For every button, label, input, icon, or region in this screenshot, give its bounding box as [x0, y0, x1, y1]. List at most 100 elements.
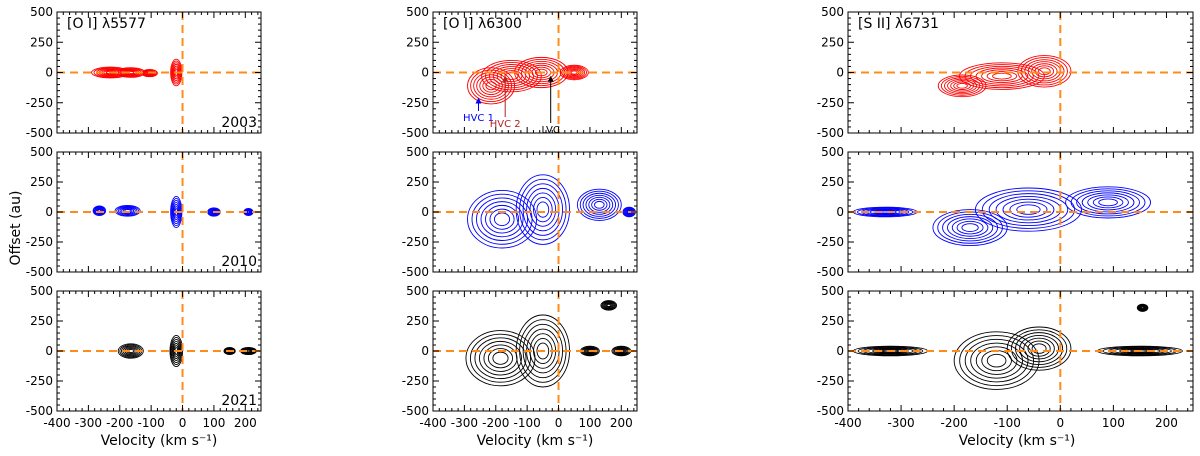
panel-r2-c3-ytick-label: -500 [817, 265, 844, 279]
panel-r2-c2-ytick-label: -500 [402, 265, 429, 279]
panel-r3-c3-contour-3-2 [857, 346, 924, 356]
panel-r2-c2-ytick-label: -250 [402, 235, 429, 249]
panel-r2-c2-contour-2-6 [533, 196, 553, 223]
panel-r3-c3-contour-2-4 [1019, 334, 1059, 363]
panel-r3-c3-emission [852, 303, 1183, 390]
panel-r3-c3-ytick-label: -500 [817, 404, 844, 418]
panel-r3-c3-contour-2-5 [1023, 337, 1055, 360]
panel-r3-c3-contour-2-2 [1010, 329, 1068, 368]
panel-r3-c2-xtick-label: -300 [451, 416, 478, 430]
panel-r1-c2-contour-3-7 [534, 68, 548, 77]
line-label-2: [O I] λ6300 [443, 16, 522, 32]
panel-r1-c3-contour-2-1 [959, 62, 1045, 90]
panel-r2-c2-contour-2-5 [529, 192, 557, 227]
panel-r2-c1-contour-1-3 [94, 206, 105, 215]
panel-r2-c1-contour-1-1 [92, 205, 107, 217]
panel-r3-c1-xtick-label: 0 [179, 416, 187, 430]
panel-r1-c2-ytick-label: 250 [406, 35, 429, 49]
panel-r1-c1-ytick-label: -500 [26, 126, 53, 140]
panel-r2-c2-ytick-label: 250 [406, 175, 429, 189]
panel-r1-c2-contour-1-4 [476, 74, 506, 98]
panel-r2-c1-contour-2-1 [114, 204, 141, 217]
panel-r3-c3-contour-2-3 [1015, 332, 1064, 366]
panel-r3-c1-xtick-label: -100 [138, 416, 165, 430]
panel-r3-c2-xtick-label: 200 [610, 416, 633, 430]
panel-r3-c1-ytick-label: 250 [30, 314, 53, 328]
panel-r3-c2-contour-3-4 [603, 302, 614, 309]
annotation-arrowhead-2 [502, 75, 509, 82]
panel-r2-c3-contour-3-7 [1098, 198, 1118, 207]
panel-r3-c3-contour-1-1 [953, 331, 1040, 390]
year-label-2003: 2003 [221, 115, 257, 131]
panel-r2-c2-emission [467, 174, 636, 249]
panel-r2-c3-contour-2-1 [974, 187, 1082, 232]
panel-r1-c2-contour-2-6 [500, 70, 523, 83]
panel-r1-c3-contour-3-3 [1024, 59, 1065, 84]
panel-r2-c2-contour-2-2 [519, 178, 567, 241]
panel-r1-c3-emission [937, 55, 1072, 98]
panel-r2-c1-contour-1-5 [95, 208, 103, 214]
panel-r3-c3-contour-1-4 [970, 342, 1023, 379]
panel-r2-c2-ytick-label: 0 [421, 205, 429, 219]
panel-r1-c2-contour-2-3 [488, 64, 534, 89]
panel-r2-c2-ytick-label: 500 [406, 145, 429, 159]
panel-r1-c3-contour-2-7 [992, 72, 1012, 80]
panel-r1-c3-ytick-label: -500 [817, 126, 844, 140]
year-label-2010: 2010 [221, 254, 257, 270]
panel-r1-c2-contour-4-1 [559, 64, 589, 81]
panel-r3-c1: -500 -250 0 250 500 -400 -300 -200 -100 0 100 200 20… [26, 284, 262, 430]
panel-r2-c2: -500 -250 0 250 500 [402, 145, 638, 279]
panel-r1-c3-ytick-label: 500 [821, 5, 844, 19]
panel-r3-c1-contour-4-7 [246, 349, 251, 353]
panel-r3-c2-xtick-label: 100 [578, 416, 601, 430]
panel-r3-c3-contour-5-7 [1140, 306, 1145, 310]
panel-r2-c1-contour-2-2 [116, 205, 139, 216]
annotation-arrowhead-1 [475, 97, 482, 104]
panel-r3-c3-ytick-label: 500 [821, 284, 844, 298]
panel-r2-c3-contour-1-1 [932, 209, 1008, 247]
panel-r2-c3-contour-3-4 [1081, 192, 1135, 213]
panel-r1-c1-ytick-label: 0 [45, 66, 53, 80]
panel-r3-c2-xtick-label: 0 [555, 416, 563, 430]
panel-r3-c3-contour-3-5 [872, 348, 909, 354]
panel-r1-c3: -500 -250 0 250 500 [S II] λ6731 [817, 5, 1194, 140]
panel-r1-c3-contour-3-5 [1031, 63, 1058, 80]
panel-r2-c1-contour-1-2 [93, 206, 106, 216]
panel-r1-c2-contour-3-3 [521, 60, 562, 85]
panel-r2-c2-contour-2-4 [526, 187, 560, 232]
panel-r2-c3-contour-2-5 [1002, 198, 1055, 221]
panel-r2-c2-contour-1-5 [485, 204, 520, 234]
panel-r3-c3-contour-3-7 [881, 349, 900, 353]
annotation-label-2: HVC 2 [490, 119, 521, 130]
panel-r3-c2-ytick-label: -500 [402, 404, 429, 418]
panel-r1-c3-contour-3-2 [1020, 57, 1068, 86]
panel-r2-c3-contour-3-1 [1065, 186, 1151, 219]
panel-r3-c1-xtick-label: -400 [43, 416, 70, 430]
panel-r2-c1-ytick-label: 0 [45, 205, 53, 219]
panel-r1-c3-contour-3-6 [1034, 65, 1055, 78]
panel-r2-c3-ytick-label: 500 [821, 145, 844, 159]
panel-r1-c1-ytick-label: -250 [26, 96, 53, 110]
panel-r3-c1-contour-3-2 [224, 347, 235, 355]
panel-r1-c3-contour-1-4 [947, 78, 978, 93]
panel-r2-c1: -500 -250 0 250 500 2010 [26, 145, 262, 279]
panel-r3-c2-contour-1-3 [474, 337, 527, 380]
x-axis-title-col2: Velocity (km s⁻¹) [477, 433, 594, 449]
panel-r1-c3-contour-1-6 [953, 81, 971, 91]
panel-r3-c1-ytick-label: 0 [45, 344, 53, 358]
panel-r3-c3-xtick-label: -300 [887, 416, 914, 430]
panel-r3-c3-contour-5-6 [1140, 306, 1145, 310]
panel-r3-c2-contour-3-5 [604, 302, 613, 309]
panel-r3-c2: -500 -250 0 250 500 -400 -300 -200 -100 0 100 200 [402, 284, 638, 430]
panel-r2-c3-contour-3-2 [1070, 188, 1146, 217]
x-axis-title-col1: Velocity (km s⁻¹) [101, 433, 218, 449]
panel-r2-c1-contour-1-4 [95, 207, 104, 215]
panel-r3-c3-contour-5-4 [1138, 305, 1147, 311]
panel-r3-c3-contour-1-7 [986, 353, 1007, 368]
panel-r3-c2-xtick-label: -100 [514, 416, 541, 430]
panel-r3-c1-ytick-label: -250 [26, 374, 53, 388]
panel-r2-c3-ytick-label: 0 [836, 205, 844, 219]
panel-r2-c3: -500 -250 0 250 500 [817, 145, 1194, 279]
panel-r1-c2-ytick-label: 0 [421, 66, 429, 80]
